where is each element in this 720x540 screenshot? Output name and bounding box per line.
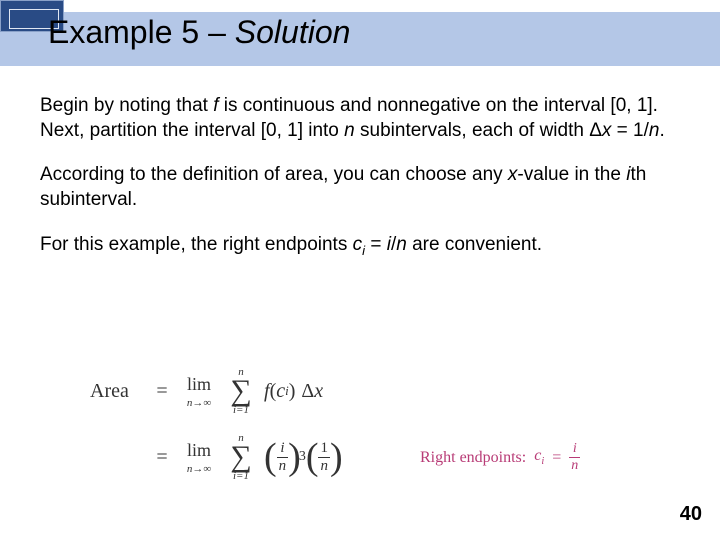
p2-a: According to the definition of area, you… <box>40 164 508 185</box>
equation-block: Area = lim n→∞ n ∑ i=1 f(ci) Δx = lim n→… <box>90 360 343 492</box>
frac2-bot: n <box>318 458 330 474</box>
expr1-close: ) <box>289 380 296 403</box>
p2-b: -value in the <box>517 164 626 185</box>
p3-b: = <box>365 234 387 255</box>
rep-eq: = <box>552 449 561 467</box>
eq-sum-1: n ∑ i=1 <box>224 366 258 416</box>
frac2-top: 1 <box>318 441 330 457</box>
expr1-c: c <box>276 380 285 403</box>
expr2-cube: 3 <box>299 449 306 465</box>
paragraph-3: For this example, the right endpoints ci… <box>40 233 690 259</box>
lim-inf-2: ∞ <box>203 463 211 475</box>
eq-equals-2: = <box>150 446 174 469</box>
p3-c: c <box>353 234 363 255</box>
p2-open: ( <box>306 442 319 472</box>
eq-row-1: Area = lim n→∞ n ∑ i=1 f(ci) Δx <box>90 360 343 422</box>
p1-open: ( <box>264 442 277 472</box>
lim-sub-2: n→∞ <box>187 463 211 475</box>
frac1-top: i <box>278 441 286 457</box>
lim-arrow-2: → <box>192 463 203 475</box>
p1-n: n <box>344 120 355 141</box>
rep-frac: i n <box>569 442 580 473</box>
lim-arrow-1: → <box>192 397 203 409</box>
eq-sum-2: n ∑ i=1 <box>224 432 258 482</box>
p1-a: Begin by noting that <box>40 95 213 116</box>
expr2-paren1: ( i n ) <box>264 441 301 474</box>
p1-e: . <box>659 120 664 141</box>
p2-x: x <box>508 164 518 185</box>
p3-d: are convenient. <box>407 234 542 255</box>
body-text: Begin by noting that f is continuous and… <box>40 94 690 279</box>
sigma-1: ∑ <box>230 378 251 404</box>
paragraph-1: Begin by noting that f is continuous and… <box>40 94 690 143</box>
p2-close: ) <box>330 442 343 472</box>
page-number: 40 <box>680 503 702 526</box>
eq-equals-1: = <box>150 380 174 403</box>
rep-label: Right endpoints: <box>420 449 526 467</box>
sigma-2: ∑ <box>230 444 251 470</box>
frac-1-n: 1 n <box>318 441 330 474</box>
title-suffix: Solution <box>235 14 351 50</box>
eq-expr-2: ( i n ) 3 ( 1 n ) <box>264 441 343 474</box>
eq-lim-1: lim n→∞ <box>174 374 224 409</box>
frac1-bot: n <box>277 458 289 474</box>
rep-i: i <box>541 457 544 468</box>
p3-n: n <box>396 234 407 255</box>
paragraph-2: According to the definition of area, you… <box>40 163 690 212</box>
expr1-delta: Δ <box>301 380 314 402</box>
p1-n2: n <box>649 120 660 141</box>
p1-c: subintervals, each of width Δ <box>355 120 602 141</box>
eq-lim-2: lim n→∞ <box>174 440 224 475</box>
sum-bot-1: i=1 <box>233 404 249 416</box>
expr1-x: x <box>314 380 323 402</box>
right-endpoints-annotation: Right endpoints: ci = i n <box>420 442 580 473</box>
lim-text-1: lim <box>187 374 211 395</box>
lim-sub-1: n→∞ <box>187 397 211 409</box>
p3-a: For this example, the right endpoints <box>40 234 353 255</box>
frac-i-n: i n <box>277 441 289 474</box>
lim-text-2: lim <box>187 440 211 461</box>
expr1-open: ( <box>270 380 277 403</box>
title-prefix: Example 5 – <box>48 14 235 50</box>
rep-ci: ci <box>534 447 544 467</box>
eq-area-label: Area <box>90 380 150 403</box>
p1-x: x <box>602 120 612 141</box>
rep-top: i <box>571 442 579 457</box>
eq-expr-1: f(ci) Δx <box>264 380 323 403</box>
expr2-paren2: ( 1 n ) <box>306 441 343 474</box>
eq-row-2: = lim n→∞ n ∑ i=1 ( i n ) 3 <box>90 426 343 488</box>
expr1-dx: Δx <box>301 380 323 403</box>
p1-d: = 1/ <box>611 120 649 141</box>
slide-title: Example 5 – Solution <box>48 14 350 51</box>
lim-inf-1: ∞ <box>203 397 211 409</box>
rep-bot: n <box>569 458 580 473</box>
sum-bot-2: i=1 <box>233 470 249 482</box>
